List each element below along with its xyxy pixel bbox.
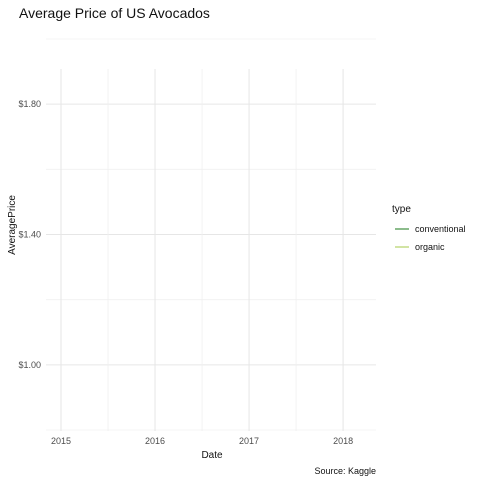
legend-label: organic xyxy=(415,242,445,252)
y-axis-ticks: $1.00 $1.40 $1.80 xyxy=(18,99,41,370)
legend-label: conventional xyxy=(415,224,466,234)
x-tick-label: 2015 xyxy=(51,436,71,446)
x-axis-title: Date xyxy=(201,450,223,461)
grid-lines xyxy=(46,38,376,431)
y-tick-label: $1.00 xyxy=(18,360,41,370)
y-axis-title: AveragePrice xyxy=(7,195,18,255)
legend-title: type xyxy=(392,204,411,215)
chart-title: Average Price of US Avocados xyxy=(19,5,210,21)
y-tick-label: $1.40 xyxy=(18,230,41,240)
legend: type conventional organic xyxy=(392,204,466,252)
x-tick-label: 2017 xyxy=(239,436,259,446)
x-tick-label: 2016 xyxy=(145,436,165,446)
caption: Source: Kaggle xyxy=(314,466,376,476)
x-tick-label: 2018 xyxy=(333,436,353,446)
x-axis-ticks: 2015 2016 2017 2018 xyxy=(51,436,353,446)
y-tick-label: $1.80 xyxy=(18,99,41,109)
